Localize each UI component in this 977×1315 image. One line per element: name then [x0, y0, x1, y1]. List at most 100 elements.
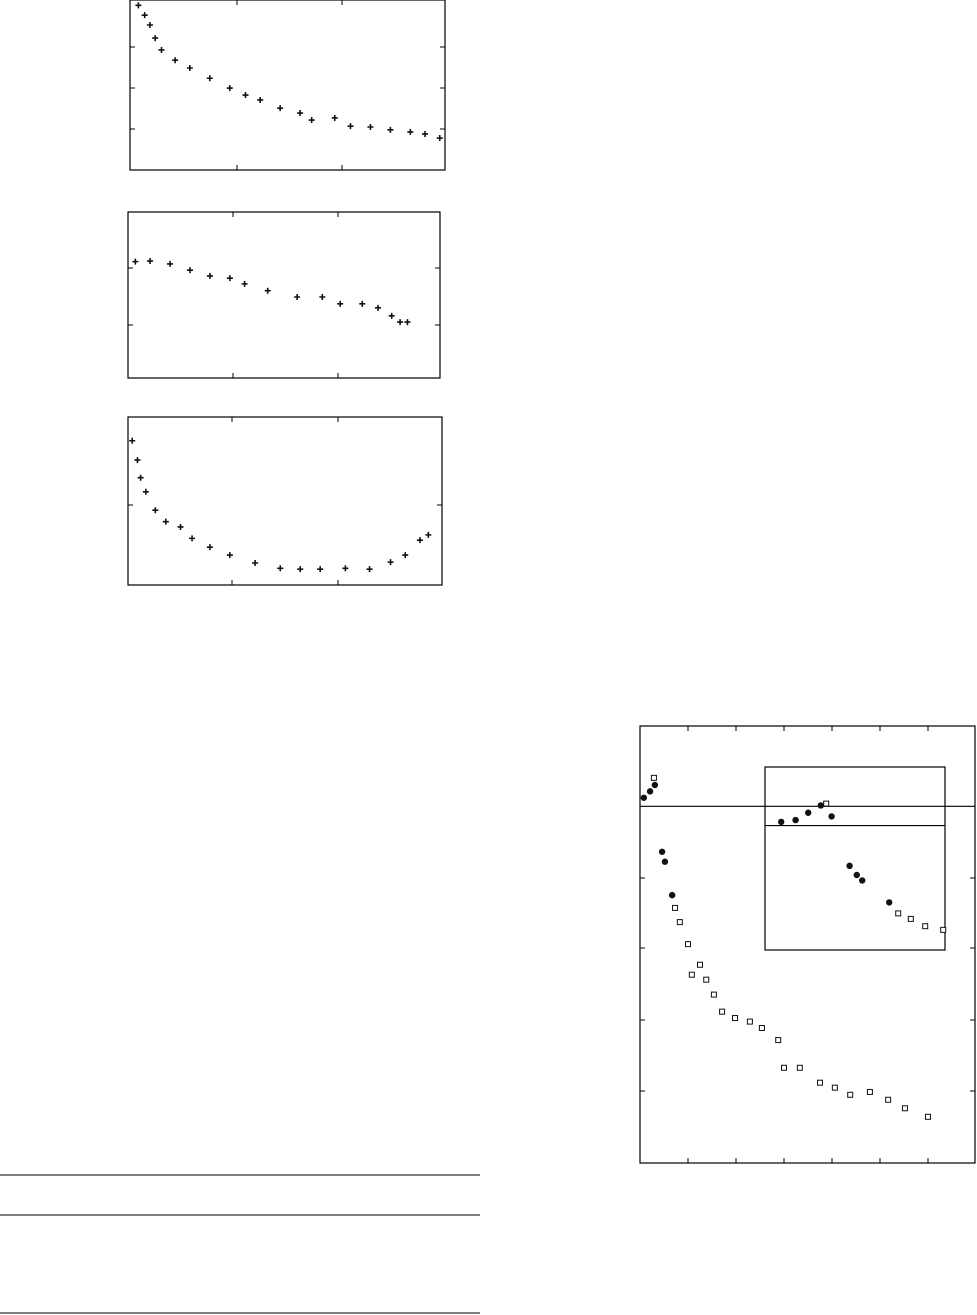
- point: [866, 1088, 873, 1095]
- point: [186, 65, 193, 71]
- point: [758, 1024, 765, 1031]
- point: [252, 560, 259, 567]
- point: [922, 923, 929, 930]
- point: [650, 774, 657, 781]
- point: [241, 280, 248, 287]
- point: [226, 275, 233, 282]
- point: [257, 96, 264, 103]
- point: [162, 518, 169, 525]
- point: [375, 304, 382, 311]
- point: [746, 1018, 753, 1025]
- point: [407, 128, 414, 135]
- point: [387, 559, 394, 566]
- point: [823, 800, 830, 807]
- point: [189, 535, 196, 542]
- point: [416, 537, 423, 544]
- point: [404, 319, 411, 326]
- point: [134, 457, 141, 464]
- point: [226, 552, 233, 559]
- point: [885, 1096, 892, 1103]
- point: [805, 809, 812, 816]
- point: [732, 1015, 739, 1022]
- point: [319, 293, 326, 300]
- plot-frame: [127, 416, 443, 586]
- point: [152, 507, 159, 514]
- point: [135, 2, 142, 9]
- point: [186, 267, 193, 274]
- plot-frame: [764, 766, 946, 951]
- point: [172, 57, 179, 64]
- point: [142, 488, 149, 495]
- point: [141, 12, 148, 19]
- point: [206, 75, 213, 82]
- point: [317, 566, 324, 573]
- point: [308, 117, 315, 124]
- point: [859, 877, 866, 884]
- point: [137, 474, 144, 481]
- point: [846, 862, 853, 870]
- point: [688, 971, 695, 978]
- point: [696, 961, 703, 968]
- point: [901, 1105, 908, 1112]
- point: [277, 565, 284, 572]
- point: [703, 976, 710, 983]
- point: [242, 92, 249, 99]
- point: [347, 123, 354, 130]
- point: [422, 130, 429, 137]
- point: [206, 272, 213, 279]
- point: [895, 910, 902, 917]
- point: [146, 21, 153, 28]
- point: [816, 1079, 823, 1086]
- point: [658, 848, 666, 855]
- point: [177, 523, 184, 530]
- point: [831, 1084, 838, 1091]
- point: [129, 437, 136, 444]
- point: [387, 126, 394, 133]
- point: [646, 788, 654, 795]
- point: [331, 114, 338, 121]
- point: [294, 293, 301, 300]
- point: [367, 123, 374, 130]
- point: [778, 818, 785, 826]
- point: [886, 899, 893, 906]
- point: [167, 260, 174, 267]
- point: [640, 794, 648, 801]
- point: [775, 1037, 782, 1044]
- point: [719, 1008, 726, 1015]
- point: [847, 1091, 854, 1098]
- point: [366, 566, 373, 573]
- point: [402, 552, 409, 559]
- point: [792, 816, 799, 824]
- point: [828, 813, 835, 820]
- point: [152, 35, 159, 42]
- point: [147, 258, 154, 265]
- point: [780, 1064, 787, 1071]
- point: [342, 565, 349, 572]
- point: [796, 1064, 803, 1071]
- point: [924, 1113, 931, 1120]
- point: [672, 904, 679, 911]
- point: [661, 858, 669, 865]
- point: [668, 891, 676, 899]
- point: [907, 915, 914, 922]
- point: [684, 941, 691, 948]
- point: [337, 300, 344, 307]
- point: [158, 46, 165, 53]
- point: [206, 544, 213, 551]
- point: [425, 531, 432, 538]
- plot-frame: [639, 725, 976, 1164]
- point: [226, 85, 233, 92]
- point: [132, 258, 139, 265]
- point: [940, 926, 947, 933]
- point: [676, 919, 683, 926]
- point: [710, 991, 717, 998]
- plot-frame: [127, 211, 441, 379]
- point: [397, 319, 404, 326]
- plot-frame: [129, 0, 446, 171]
- point: [297, 110, 304, 117]
- point: [297, 566, 304, 573]
- point: [359, 300, 366, 307]
- point: [436, 135, 443, 142]
